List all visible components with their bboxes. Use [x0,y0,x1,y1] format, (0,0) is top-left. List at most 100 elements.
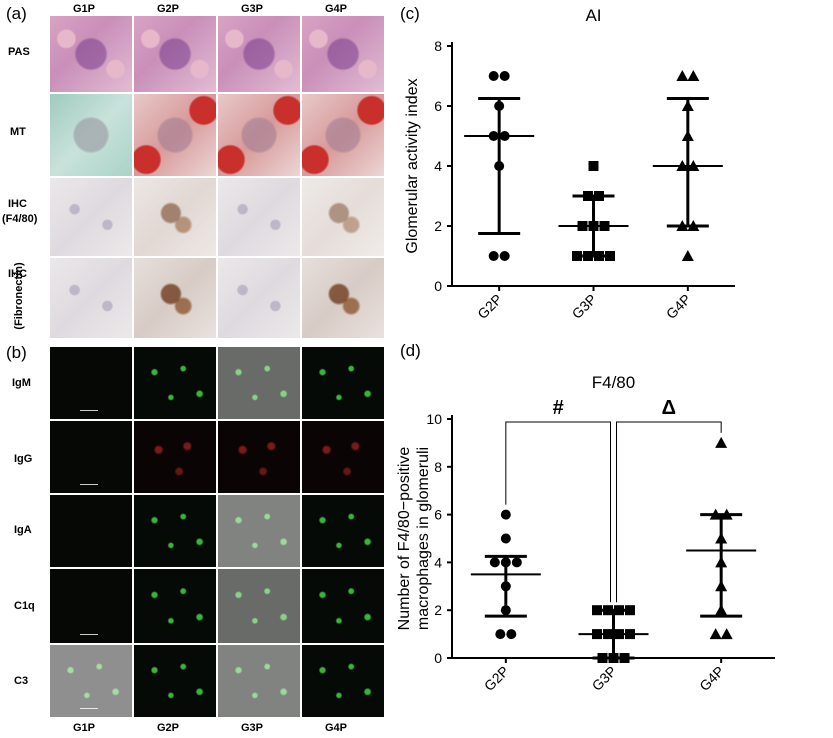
data-point-square [577,221,588,231]
data-point-circle [506,629,517,640]
data-point-circle [500,557,511,568]
row-label-ihc-fibronectin: IHC [8,268,27,280]
data-point-square [594,251,604,261]
if-igm-g2p [134,347,216,419]
micrograph-ihc-fibronectin-g2p [134,258,216,338]
column-header-g4p: G4P [324,3,347,15]
data-point-square [592,629,602,640]
row-sublabel-fibronectin: (Fibronectin) [13,262,25,330]
micrograph-ihc-f480-g2p [134,178,216,256]
if-igg-g2p [134,421,216,493]
data-point-square [625,629,635,640]
x-tick-label: G4P [663,291,694,322]
micrograph-pas-g4p [302,16,384,92]
if-igg-g4p [302,421,384,493]
chart-title: AI [585,6,601,25]
data-point-circle [489,557,500,568]
micrograph-pas-g2p [134,16,216,92]
y-axis-label: Glomerular activity index [404,78,421,253]
micrograph-ihc-f480-g3p [218,178,300,256]
if-c1q-g3p [218,569,300,643]
bottom-header-g2p: G2P [156,722,179,734]
chart-f480: F4/80 0 2 4 6 8 10 G2P G3P G4P Number of F4/80−pos… [396,373,775,694]
data-point-square [599,221,610,231]
micrograph-ihc-f480-g4p [302,178,384,256]
if-iga-g4p [302,495,384,567]
data-point-square [597,653,608,663]
x-tick-label: G3P [568,291,599,322]
data-point-square [625,605,635,616]
micrograph-mt-g2p [134,94,216,176]
panel-d-label: (d) [400,341,421,360]
scale-bar [80,708,98,709]
x-tick-label: G2P [481,663,512,694]
micrograph-mt-g1p [50,94,132,176]
y-tick-label: 0 [434,278,442,294]
data-point-triangle [709,628,722,640]
data-point-triangle [687,160,700,171]
chart-ai: AI 0 2 4 6 8 G2P G3P G4P Glomerular activity inde… [404,6,735,322]
if-iga-g3p [218,495,300,567]
if-igg-g1p [50,421,132,493]
if-igm-g4p [302,347,384,419]
data-point-triangle [687,220,700,231]
data-point-circle [500,605,511,616]
if-c3-g2p [134,645,216,717]
data-point-circle [488,71,499,81]
data-point-triangle [720,628,733,640]
if-iga-g1p [50,495,132,567]
data-point-triangle [720,508,733,520]
data-point-triangle [676,70,689,81]
if-igm-g3p [218,347,300,419]
data-point-circle [488,251,499,261]
bottom-header-g1p: G1P [72,722,95,734]
data-point-circle [499,71,510,81]
data-point-square [583,191,593,201]
data-point-square [603,629,613,640]
data-point-triangle [715,532,728,544]
if-iga-g2p [134,495,216,567]
if-c1q-g4p [302,569,384,643]
data-point-square [572,251,582,261]
x-tick-label: G3P [588,663,619,694]
y-tick-label: 6 [434,98,442,114]
data-point-square [588,221,599,231]
scale-bar [80,484,98,485]
if-c1q-g1p [50,569,132,643]
y-tick-label: 8 [434,38,442,54]
data-point-square [594,191,604,201]
data-point-triangle [715,436,728,448]
if-c3-g1p [50,645,132,717]
micrograph-ihc-fibronectin-g3p [218,258,300,338]
data-point-square [619,653,630,663]
row-label-iga: IgA [14,524,32,536]
row-label-igg: IgG [14,453,33,465]
y-tick-label: 10 [426,411,442,427]
row-label-c1q: C1q [14,600,35,612]
panel-a-label: (a) [6,4,27,23]
column-header-g3p: G3P [240,3,263,15]
data-point-triangle [681,250,694,261]
y-axis-label-line: Number of F4/80−positive [396,447,413,631]
data-point-triangle [687,70,700,81]
column-header-g2p: G2P [156,3,179,15]
bottom-header-g4p: G4P [324,722,347,734]
panel-c-label: (c) [400,4,420,23]
data-point-square [592,605,602,616]
significance-label: Δ [662,397,676,419]
data-point-triangle [715,604,728,616]
row-label-mt: MT [10,126,26,138]
data-point-triangle [715,556,728,568]
data-point-square [614,629,624,640]
data-point-circle [500,533,511,544]
if-c3-g4p [302,645,384,717]
data-point-square [583,251,593,261]
data-point-square [605,251,615,261]
significance-bracket [505,421,611,603]
micrograph-pas-g3p [218,16,300,92]
data-point-triangle [681,130,694,141]
row-label-pas: PAS [8,46,30,58]
data-point-square [588,161,599,171]
micrograph-ihc-fibronectin-g1p [50,258,132,338]
micrograph-ihc-fibronectin-g4p [302,258,384,338]
